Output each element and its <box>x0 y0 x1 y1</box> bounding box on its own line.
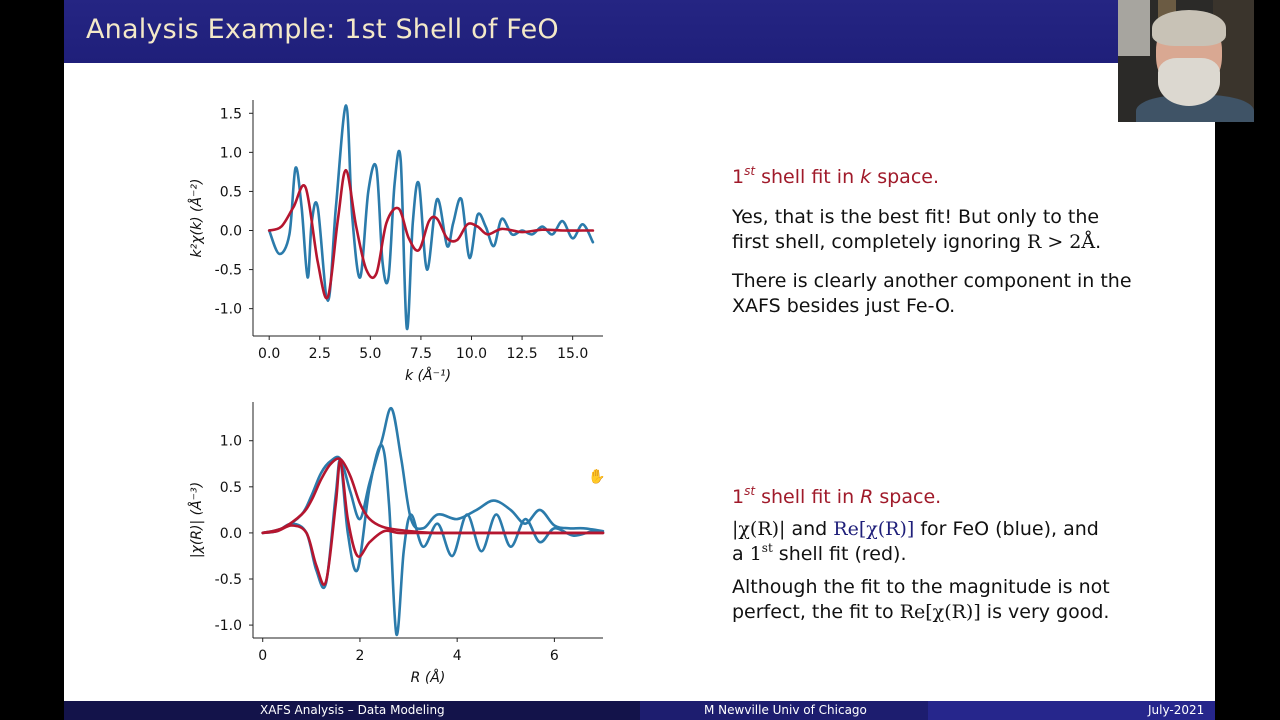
r-line4-real: Re[χ(R)] <box>899 601 981 623</box>
r-space-x-tick-label: 0 <box>258 648 267 664</box>
r-line2-num: 1 <box>749 543 762 565</box>
r-line1-and: and <box>785 518 834 540</box>
k-space-x-tick-label: 2.5 <box>309 346 331 362</box>
r-line3: Although the fit to the magnitude is not <box>732 576 1110 598</box>
r-line2-pre: a <box>732 543 750 565</box>
footer-right-panel: July-2021 <box>928 701 1215 720</box>
k-space-x-tick-label: 5.0 <box>359 346 381 362</box>
r-line1-magnitude: |χ(R)| <box>732 518 786 540</box>
r-heading-var: R <box>860 486 874 508</box>
title-bar: Analysis Example: 1st Shell of FeO <box>64 0 1215 63</box>
r-space-x-tick-label: 6 <box>550 648 559 664</box>
webcam-hair <box>1152 10 1226 46</box>
k-space-x-tick-label: 12.5 <box>506 346 537 362</box>
r-heading-sup: st <box>744 484 756 498</box>
k-para1-line1: Yes, that is the best fit! But only to t… <box>732 206 1100 228</box>
k-space-x-tick-label: 7.5 <box>410 346 432 362</box>
r-line1: |χ(R)| and Re[χ(R)] for FeO (blue), and <box>732 517 1099 542</box>
r-space-y-tick-label: -1.0 <box>215 618 242 634</box>
k-heading-mid: shell fit in <box>755 166 861 188</box>
footer-left: XAFS Analysis – Data Modeling <box>260 703 445 717</box>
k-space-y-tick-label: 1.0 <box>220 145 242 161</box>
r-heading-mid: shell fit in <box>755 486 861 508</box>
k-para1-math: R > 2Å <box>1026 231 1096 253</box>
r-space-y-tick-label: 0.5 <box>220 480 242 496</box>
hand-cursor-icon: ✋ <box>588 469 606 485</box>
slide: Analysis Example: 1st Shell of FeO 1st s… <box>64 0 1215 720</box>
k-para2-line1: There is clearly another component in th… <box>732 270 1132 292</box>
k-para1-line2-post: . <box>1095 231 1102 253</box>
k-heading-var: k <box>860 166 872 188</box>
footer-left-panel: XAFS Analysis – Data Modeling <box>64 701 640 720</box>
footer-center-panel: M Newville Univ of Chicago <box>640 701 928 720</box>
r-space-data-real-line <box>261 443 605 636</box>
k-para1-line2-pre: first shell, completely ignoring <box>732 231 1027 253</box>
webcam-video <box>1118 0 1254 122</box>
r-line2-post: shell fit (red). <box>772 543 907 565</box>
r-line1-post: for FeO (blue), and <box>914 518 1099 540</box>
webcam-window <box>1118 0 1150 56</box>
footer-right: July-2021 <box>1148 703 1205 717</box>
k-space-heading: 1st shell fit in k space. <box>732 165 939 190</box>
r-heading-ordinal: 1 <box>732 486 745 508</box>
k-space-fit-line <box>267 168 595 300</box>
footer-center: M Newville Univ of Chicago <box>704 703 867 717</box>
slide-title: Analysis Example: 1st Shell of FeO <box>86 14 559 45</box>
r-space-y-tick-label: -0.5 <box>215 572 242 588</box>
k-space-x-tick-label: 15.0 <box>557 346 588 362</box>
r-space-x-tick-label: 4 <box>453 648 462 664</box>
r-line1-real: Re[χ(R)] <box>833 518 915 540</box>
r-line4: perfect, the fit to Re[χ(R)] is very goo… <box>732 600 1109 625</box>
k-space-x-tick-label: 10.0 <box>456 346 487 362</box>
footer: XAFS Analysis – Data Modeling M Newville… <box>64 701 1215 720</box>
r-line4-post: is very good. <box>980 601 1110 623</box>
r-space-x-tick-label: 2 <box>355 648 364 664</box>
k-space-y-tick-label: 0.5 <box>220 184 242 200</box>
k-heading-post: space. <box>871 166 939 188</box>
r-space-fit-real-line <box>261 459 605 586</box>
r-space-y-tick-label: 1.0 <box>220 434 242 450</box>
k-space-y-tick-label: 1.5 <box>220 106 242 122</box>
k-space-y-tick-label: -0.5 <box>215 263 242 279</box>
r-space-data-magnitude-line <box>261 407 605 535</box>
r-heading-post: space. <box>873 486 942 508</box>
r-space-y-axis-label: |χ(R)| (Å⁻³) <box>188 482 205 558</box>
r-line4-pre: perfect, the fit to <box>732 601 900 623</box>
k-space-y-axis-label: k²χ(k) (Å⁻²) <box>188 179 205 258</box>
k-space-y-tick-label: -1.0 <box>215 302 242 318</box>
webcam-beard <box>1158 58 1220 106</box>
k-heading-sup: st <box>744 164 756 178</box>
k-heading-ordinal: 1 <box>732 166 745 188</box>
k-para2-line2: XAFS besides just Fe-O. <box>732 295 956 317</box>
k-space-y-tick-label: 0.0 <box>220 224 242 240</box>
k-para1-line2: first shell, completely ignoring R > 2Å. <box>732 230 1101 255</box>
r-line2: a 1st shell fit (red). <box>732 542 907 567</box>
r-space-y-tick-label: 0.0 <box>220 526 242 542</box>
r-space-x-axis-label: R (Å) <box>411 669 446 686</box>
r-space-heading: 1st shell fit in R space. <box>732 485 941 510</box>
k-space-x-axis-label: k (Å⁻¹) <box>405 367 451 384</box>
r-line2-sup: st <box>761 541 773 555</box>
k-space-x-tick-label: 0.0 <box>258 346 280 362</box>
